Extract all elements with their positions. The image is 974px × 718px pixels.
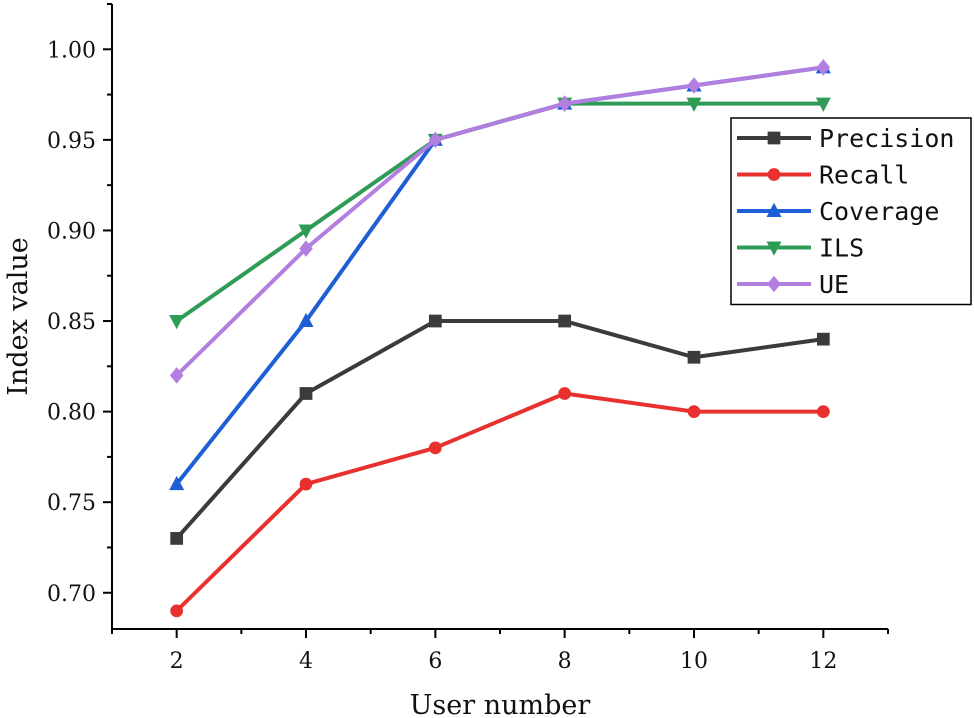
data-point-coverage xyxy=(169,475,185,491)
legend-marker-ils xyxy=(766,241,782,256)
data-point-ue xyxy=(299,240,313,257)
y-tick-label: 0.95 xyxy=(47,129,96,154)
legend-label-recall: Recall xyxy=(819,161,909,190)
x-tick-label: 8 xyxy=(558,649,572,674)
x-tick-label: 6 xyxy=(428,649,442,674)
legend-marker-ue xyxy=(767,275,781,293)
legend-marker-precision xyxy=(767,131,781,145)
data-point-ue xyxy=(557,95,572,112)
legend-marker-recall xyxy=(767,168,781,181)
x-tick-label: 12 xyxy=(809,649,837,674)
data-point-ils xyxy=(686,97,702,112)
series-line-ue xyxy=(175,65,824,377)
axes: 0.70 0.75 0.80 0.85 0.90 0.95 1.00 2 4 6 8 10 12 xyxy=(47,3,889,674)
data-point-ue xyxy=(687,77,701,94)
x-tick-label: 2 xyxy=(170,649,184,674)
data-point-ue xyxy=(816,59,831,76)
data-point-precision xyxy=(816,332,830,346)
series-line-ils xyxy=(175,101,824,323)
data-point-recall xyxy=(170,604,184,618)
data-point-precision xyxy=(170,532,184,545)
data-point-precision xyxy=(558,314,572,328)
series-line-recall xyxy=(175,391,824,613)
series-recall xyxy=(170,387,830,618)
y-tick-label: 0.90 xyxy=(47,219,96,244)
x-axis-title: User number xyxy=(410,690,591,718)
y-tick-label: 0.70 xyxy=(47,582,96,607)
data-point-precision xyxy=(428,314,442,328)
series-precision xyxy=(170,314,830,545)
data-point-recall xyxy=(299,477,313,491)
data-point-ils xyxy=(298,224,314,239)
x-tick-label: 10 xyxy=(680,649,708,674)
data-point-precision xyxy=(299,387,313,400)
y-axis-title: Index value xyxy=(3,237,34,395)
series-ue xyxy=(169,59,831,384)
legend-label-precision: Precision xyxy=(819,124,954,153)
legend-label-coverage: Coverage xyxy=(819,197,939,226)
data-point-ue xyxy=(169,367,184,384)
data-point-coverage xyxy=(298,312,314,328)
legend-marker-coverage xyxy=(766,202,782,217)
data-point-recall xyxy=(687,405,701,418)
data-point-recall xyxy=(558,387,572,400)
y-tick-label: 1.00 xyxy=(47,38,96,63)
y-tick-label: 0.85 xyxy=(47,310,96,335)
y-tick-label: 0.75 xyxy=(47,491,96,516)
data-point-recall xyxy=(428,441,442,455)
series-line-precision xyxy=(175,319,824,540)
legend-label-ils: ILS xyxy=(819,234,864,263)
data-point-precision xyxy=(687,350,701,364)
data-point-ils xyxy=(169,315,185,330)
data-point-ue xyxy=(428,131,443,149)
y-tick-label: 0.80 xyxy=(47,401,96,426)
series-layer xyxy=(169,59,831,618)
x-tick-label: 4 xyxy=(299,649,313,674)
data-point-recall xyxy=(816,405,830,418)
legend-label-ue: UE xyxy=(819,270,849,299)
data-point-ils xyxy=(815,97,831,112)
legend: Precision Recall Coverage ILS UE xyxy=(730,117,972,306)
